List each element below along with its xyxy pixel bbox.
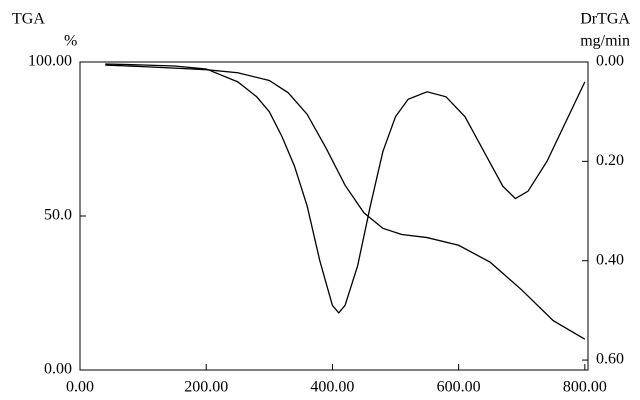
y2-axis-unit: mg/min (580, 33, 630, 50)
plot-frame (79, 61, 589, 371)
y2-tick-label: 0.60 (596, 351, 624, 368)
line-series (105, 64, 586, 340)
x-tick-label: 800.00 (563, 379, 607, 396)
y-axis-title: TGA (12, 11, 45, 28)
line-series (105, 63, 586, 314)
y-tick-label: 100.00 (28, 53, 72, 70)
y2-tick-label: 0.00 (596, 53, 624, 70)
x-tick-label: 0.00 (66, 379, 94, 396)
y-tick-label: 50.0 (44, 207, 72, 224)
y2-axis-title: DrTGA (580, 11, 630, 28)
x-tick-label: 600.00 (437, 379, 481, 396)
x-tick-label: 400.00 (310, 379, 354, 396)
x-tick-label: 200.00 (184, 379, 228, 396)
y2-tick-label: 0.20 (596, 152, 624, 169)
y2-tick-label: 0.40 (596, 251, 624, 268)
y-axis-unit: % (64, 33, 77, 50)
y-tick-label: 0.00 (44, 361, 72, 378)
